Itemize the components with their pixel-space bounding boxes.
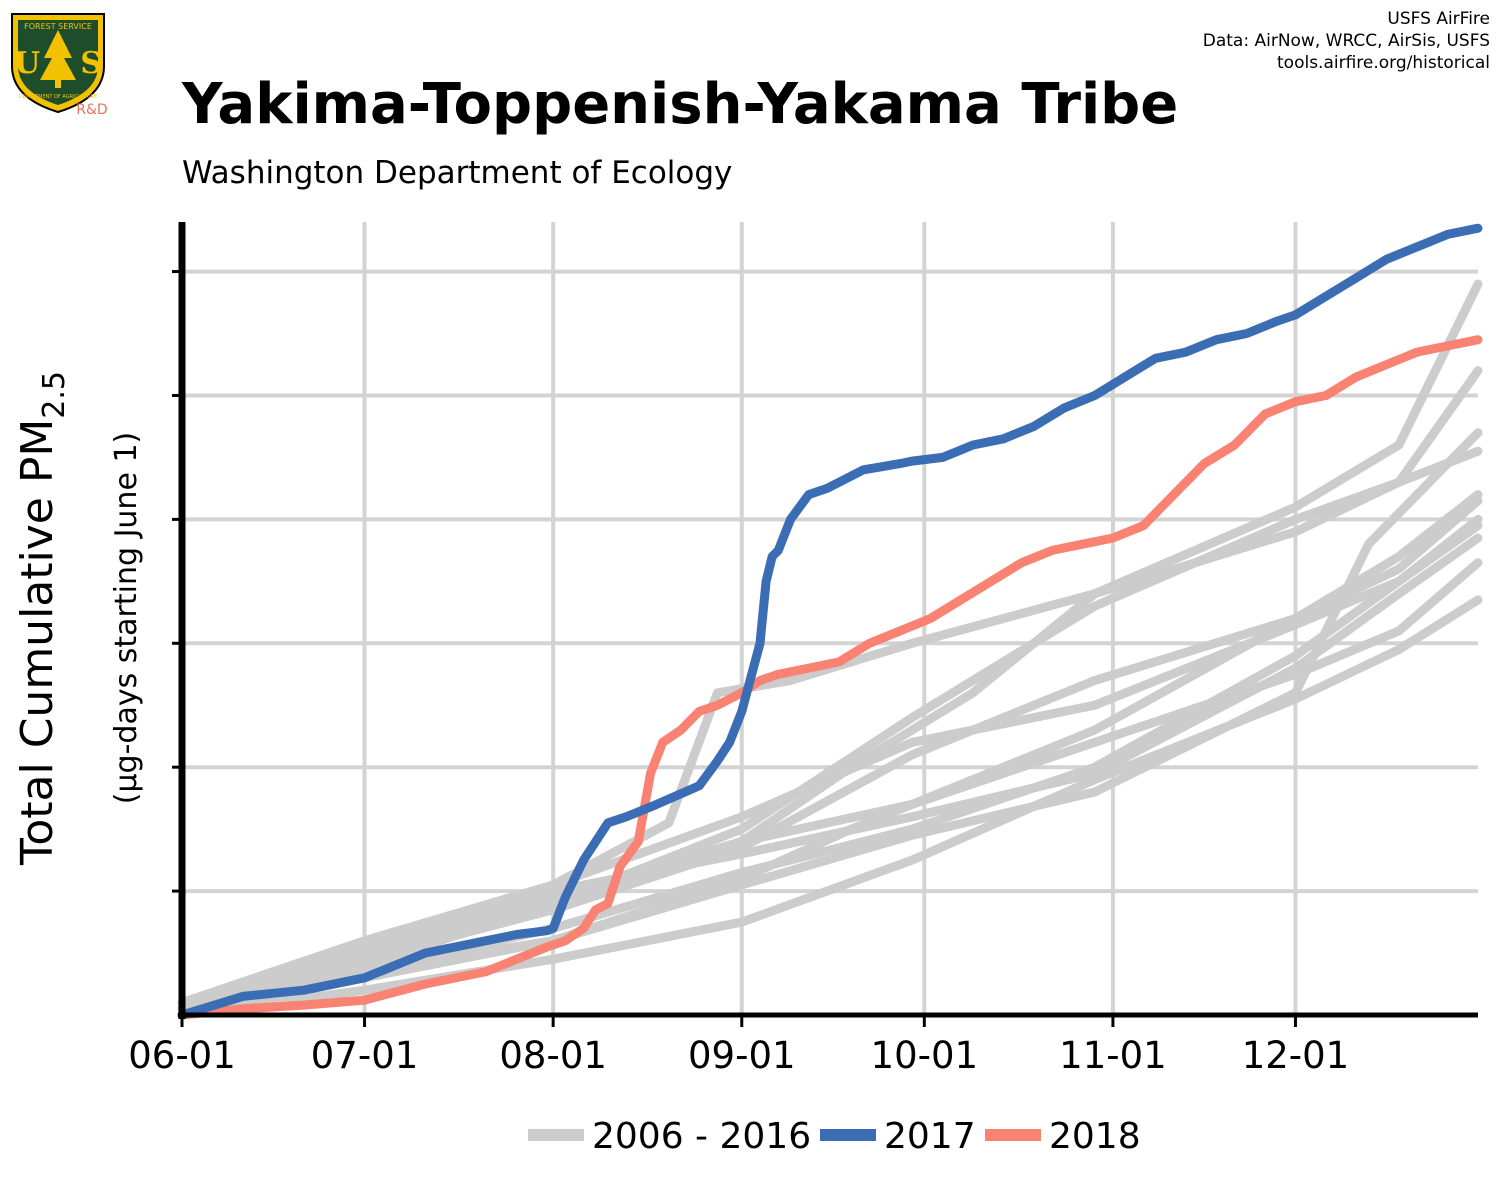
y-axis-title: Total Cumulative PM	[12, 419, 63, 866]
source-line: tools.airfire.org/historical	[1277, 53, 1490, 73]
logo-rd: R&D	[76, 102, 107, 118]
legend-label: 2017	[884, 1116, 976, 1157]
y-axis-title-subscript: 2.5	[37, 371, 72, 419]
chart-title: Yakima-Toppenish-Yakama Tribe	[182, 72, 1179, 137]
series-line-historical	[177, 490, 1483, 1014]
legend: 2006 - 2016 2017 2018	[528, 1116, 1141, 1157]
usfs-logo: U S FOREST SERVICE DEPARTMENT OF AGRICUL…	[11, 13, 108, 118]
logo-bottom-text: DEPARTMENT OF AGRICULTURE	[19, 94, 97, 100]
legend-label: 2018	[1049, 1116, 1141, 1157]
x-tick-label: 12-01	[1242, 1034, 1350, 1077]
x-tick-label: 07-01	[311, 1034, 419, 1077]
logo-top-text: FOREST SERVICE	[24, 22, 92, 31]
series-line-historical	[177, 533, 1483, 1014]
series-line-historical	[177, 446, 1483, 1014]
x-tick-label: 08-01	[499, 1034, 607, 1077]
chart-subtitle: Washington Department of Ecology	[182, 155, 733, 191]
series-line-y2017	[177, 223, 1483, 1020]
y-axis-label: Total Cumulative PM2.5	[12, 371, 72, 866]
x-tick-label: 06-01	[128, 1034, 236, 1077]
series-line-y2018	[177, 335, 1483, 1020]
x-tick-label: 09-01	[688, 1034, 796, 1077]
x-tick-label: 11-01	[1059, 1034, 1167, 1077]
series-line-historical	[177, 521, 1483, 1008]
legend-label: 2006 - 2016	[592, 1116, 811, 1157]
source-line: Data: AirNow, WRCC, AirSis, USFS	[1202, 31, 1490, 51]
series-layer	[177, 223, 1483, 1020]
x-tick-label: 10-01	[871, 1034, 979, 1077]
y-axis-note: (µg-days starting June 1)	[109, 432, 144, 804]
source-line: USFS AirFire	[1387, 9, 1490, 29]
series-line-historical	[177, 428, 1483, 1014]
svg-text:Total Cumulative PM2.5: Total Cumulative PM2.5	[12, 371, 72, 866]
axes: 06-01 07-01 08-01 09-01 10-01 11-01 12-01	[128, 222, 1478, 1077]
series-line-historical	[177, 366, 1483, 1014]
logo-letters: U S	[14, 46, 102, 81]
source-block: USFS AirFire Data: AirNow, WRCC, AirSis,…	[1203, 8, 1490, 74]
